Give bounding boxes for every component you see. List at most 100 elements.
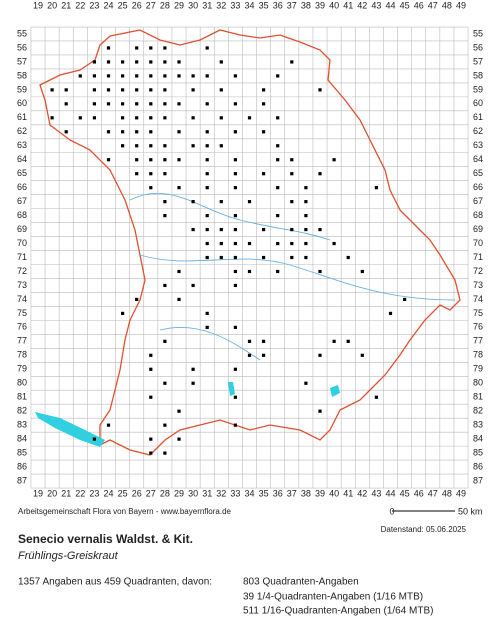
occurrence	[304, 227, 308, 232]
column-label: 45	[400, 488, 410, 498]
row-label: 66	[473, 182, 483, 192]
occurrence	[177, 130, 181, 134]
occurrence	[205, 186, 209, 190]
occurrence	[290, 255, 294, 260]
river	[129, 192, 456, 361]
occurrence	[135, 130, 139, 134]
row-label: 63	[17, 140, 27, 150]
row-label: 78	[473, 350, 483, 360]
occurrence	[205, 172, 209, 176]
occurrence	[92, 102, 96, 106]
occurrence	[219, 60, 223, 64]
occurrence	[135, 158, 139, 162]
occurrence	[50, 88, 54, 92]
subtitle: Frühlings-Greiskraut	[18, 550, 119, 562]
occurrence	[135, 46, 139, 50]
row-label: 66	[17, 182, 27, 192]
column-label: 27	[146, 488, 156, 498]
occurrence	[163, 46, 167, 50]
occurrence	[121, 144, 125, 148]
occurrence	[64, 88, 68, 92]
occurrence	[149, 158, 153, 162]
occurrence	[149, 130, 153, 134]
column-label: 19	[33, 0, 43, 10]
occurrence	[149, 102, 153, 106]
column-label: 35	[259, 488, 269, 498]
occurrence	[78, 74, 82, 78]
occurrence	[332, 241, 336, 246]
occurrence	[135, 144, 139, 148]
occurrence	[233, 423, 237, 427]
column-label: 30	[188, 0, 198, 10]
summary-item: 39 1/4-Quadranten-Angaben (1/16 MTB)	[243, 592, 423, 603]
occurrence	[290, 241, 294, 246]
row-label: 69	[473, 224, 483, 234]
column-label: 20	[47, 488, 57, 498]
row-label: 68	[17, 210, 27, 220]
lake	[228, 382, 340, 397]
row-label: 57	[17, 56, 27, 66]
occurrence	[205, 46, 209, 50]
occurrence	[205, 214, 209, 218]
row-label: 79	[17, 364, 27, 374]
occurrence	[360, 269, 364, 274]
occurrence	[149, 60, 153, 64]
occurrence	[219, 88, 223, 92]
occurrence	[262, 339, 266, 343]
occurrence	[163, 74, 167, 78]
occurrence	[233, 255, 237, 260]
column-label: 19	[33, 488, 43, 498]
occurrence	[149, 172, 153, 176]
column-label: 28	[160, 0, 170, 10]
lake	[35, 412, 105, 447]
occurrence	[177, 74, 181, 78]
occurrence	[163, 116, 167, 120]
column-label: 22	[75, 488, 85, 498]
scale-start: 0	[389, 506, 394, 516]
occurrence	[205, 227, 209, 232]
occurrence	[177, 102, 181, 106]
column-label: 33	[230, 0, 240, 10]
occurrence	[262, 172, 266, 176]
occurrence	[374, 186, 378, 190]
row-label: 68	[473, 210, 483, 220]
occurrence	[304, 381, 308, 385]
occurrence	[205, 130, 209, 134]
occurrence	[219, 116, 223, 120]
column-label: 42	[357, 0, 367, 10]
occurrence	[205, 158, 209, 162]
occurrence	[121, 130, 125, 134]
row-label: 74	[17, 294, 27, 304]
column-label: 24	[103, 0, 113, 10]
occurrence	[304, 255, 308, 260]
row-label: 58	[17, 70, 27, 80]
occurrence	[346, 339, 350, 343]
state-border	[39, 29, 461, 456]
row-label: 76	[473, 322, 483, 332]
row-label: 80	[473, 378, 483, 388]
row-label: 60	[473, 98, 483, 108]
column-label: 27	[146, 0, 156, 10]
column-label: 35	[259, 0, 269, 10]
occurrence	[121, 74, 125, 78]
row-label: 86	[473, 461, 483, 471]
occurrence	[276, 74, 280, 78]
column-label: 44	[385, 0, 395, 10]
column-label: 46	[414, 0, 424, 10]
occurrence	[149, 116, 153, 120]
row-label: 63	[473, 140, 483, 150]
occurrence	[106, 60, 111, 64]
occurrence	[163, 88, 167, 92]
occurrence	[262, 102, 266, 106]
occurrence	[276, 214, 280, 218]
occurrence	[92, 88, 96, 92]
occurrence	[149, 186, 153, 190]
occurrence	[290, 200, 294, 204]
occurrence	[177, 186, 181, 190]
column-label: 49	[456, 488, 466, 498]
column-label: 37	[287, 488, 297, 498]
occurrence	[191, 144, 195, 148]
occurrence	[106, 158, 111, 162]
row-label: 77	[17, 336, 27, 346]
row-label: 78	[17, 350, 27, 360]
